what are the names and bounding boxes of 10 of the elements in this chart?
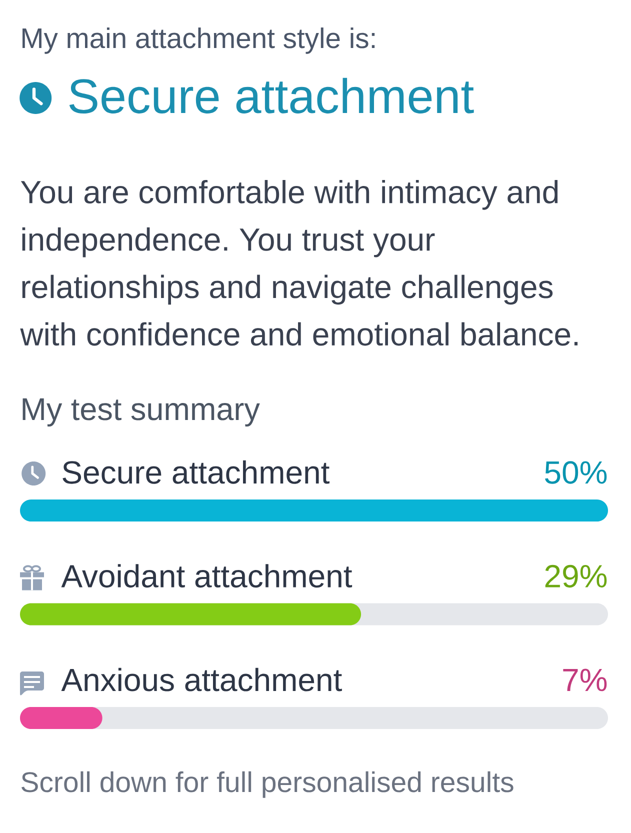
data-label: 29% — [545, 564, 607, 588]
text: My main attachment style is: — [22, 28, 375, 54]
data-label: 50% — [545, 461, 607, 484]
y-tick-label: Secure attachment — [62, 460, 330, 484]
chart-title: My test summary — [22, 398, 260, 427]
data-label: 7% — [563, 668, 607, 692]
text: Scroll down for full personalised results — [22, 771, 514, 798]
y-tick-label: Anxious attachment — [61, 668, 342, 692]
y-tick-label: Avoidant attachment — [61, 564, 352, 588]
text: You are comfortable with intimacy and independence. You trust your relationships and navigate challenges with confidence and emotional balance. — [20, 180, 578, 346]
